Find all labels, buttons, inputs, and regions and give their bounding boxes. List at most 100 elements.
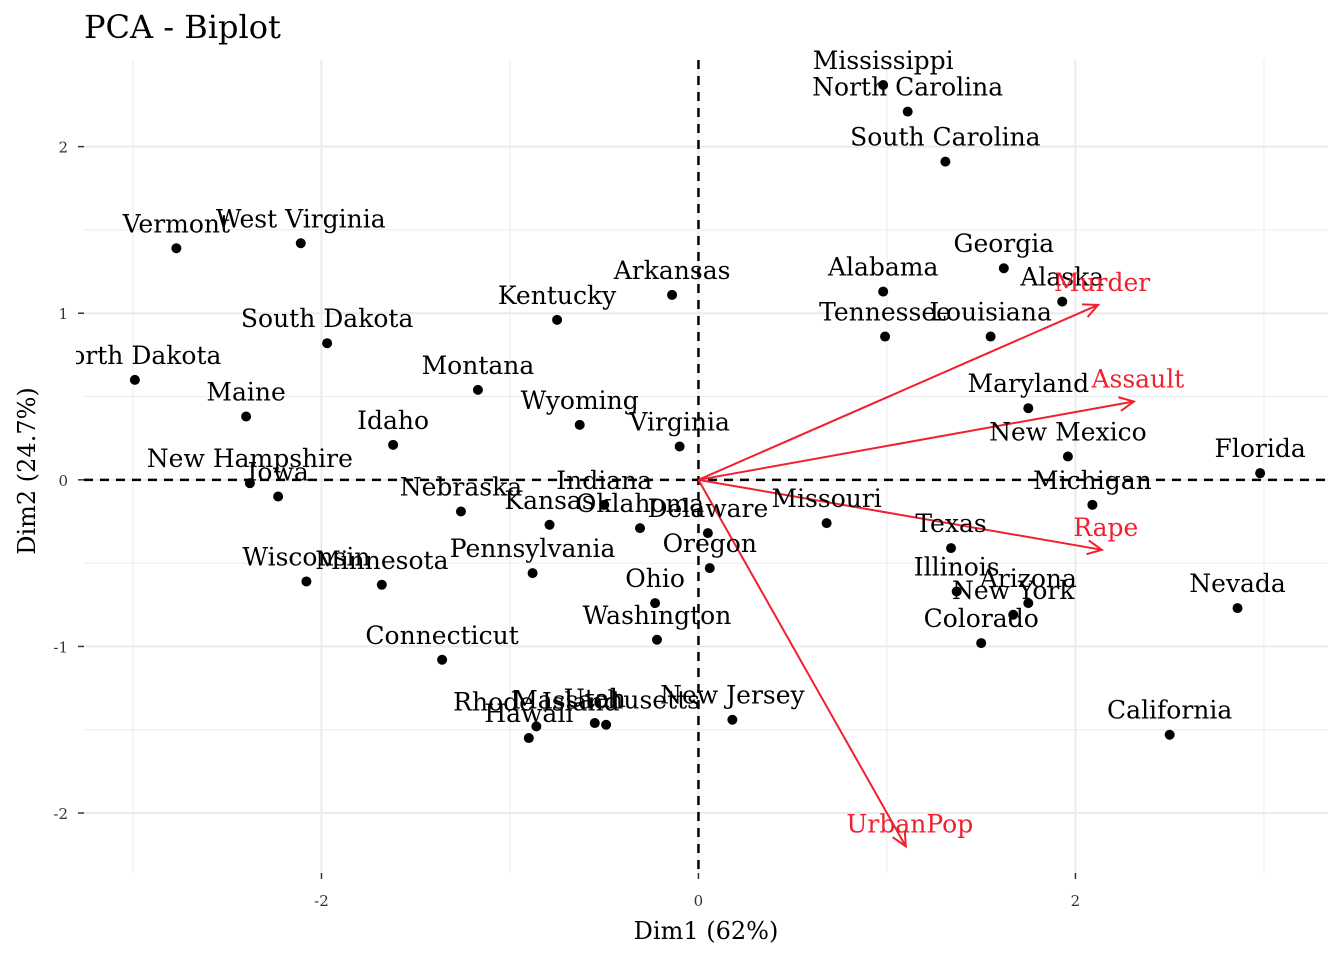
data-point xyxy=(1255,468,1266,479)
point-label: North Carolina xyxy=(812,73,1003,102)
point-label: Alaska xyxy=(1019,263,1104,292)
data-point xyxy=(667,289,678,300)
data-point xyxy=(437,654,448,665)
point-label: Louisiana xyxy=(929,298,1052,327)
data-point xyxy=(388,439,399,450)
data-point xyxy=(129,374,140,385)
data-point xyxy=(527,568,538,579)
arrowhead-rape xyxy=(1086,539,1105,556)
data-point xyxy=(727,714,738,725)
variable-arrows xyxy=(697,303,1137,849)
arrow-murder xyxy=(698,303,1099,481)
data-point xyxy=(1057,296,1068,307)
point-label: Vermont xyxy=(122,209,230,238)
point-label: Illinois xyxy=(914,552,1000,581)
x-tick-label: 2 xyxy=(1071,892,1081,910)
data-point xyxy=(702,528,713,539)
data-point xyxy=(472,384,483,395)
point-label: Indiana xyxy=(556,466,652,495)
point-label: Missouri xyxy=(771,484,881,513)
point-label: Utah xyxy=(564,684,626,713)
data-point xyxy=(651,634,662,645)
data-point xyxy=(940,156,951,167)
point-label: Arizona xyxy=(979,564,1077,593)
point-label: New York xyxy=(952,576,1075,605)
chart-title: PCA - Biplot xyxy=(84,8,281,46)
data-point xyxy=(946,543,957,554)
data-point xyxy=(241,411,252,422)
data-point xyxy=(880,331,891,342)
reference-lines xyxy=(84,60,1328,873)
x-axis-title: Dim1 (62%) xyxy=(634,917,779,945)
point-label: Hawaii xyxy=(484,699,573,728)
data-point xyxy=(878,79,889,90)
y-tick-label: 2 xyxy=(58,139,68,157)
data-point xyxy=(244,478,255,489)
point-label: Massachusetts xyxy=(512,686,700,715)
y-axis-title: Dim2 (24.7%) xyxy=(13,387,41,555)
point-label: Wyoming xyxy=(521,386,639,415)
point-label: Wisconsin xyxy=(242,542,370,571)
data-point xyxy=(295,238,306,249)
data-point xyxy=(599,499,610,510)
arrow-urbanpop xyxy=(697,479,907,847)
y-tick-label: -1 xyxy=(53,638,68,656)
variable-label-urbanpop: UrbanPop xyxy=(846,809,973,838)
data-point xyxy=(301,576,312,587)
data-point xyxy=(1023,403,1034,414)
point-label: Rhode Island xyxy=(453,687,619,716)
arrowhead-urbanpop xyxy=(892,830,907,849)
y-tick-label: 1 xyxy=(58,305,68,323)
data-point xyxy=(574,419,585,430)
data-point xyxy=(635,523,646,534)
point-label: Nevada xyxy=(1189,569,1286,598)
point-label: West Virginia xyxy=(216,204,386,233)
data-point xyxy=(704,563,715,574)
data-point xyxy=(902,106,913,117)
data-point xyxy=(589,718,600,729)
y-tick-label: -2 xyxy=(53,805,68,823)
data-point xyxy=(322,338,333,349)
point-label: Nebraska xyxy=(400,472,523,501)
point-label: Tennessee xyxy=(819,298,951,327)
arrowhead-assault xyxy=(1118,396,1137,412)
data-point xyxy=(674,441,685,452)
point-label: North Dakota xyxy=(48,341,221,370)
x-tick-label: -2 xyxy=(314,892,329,910)
variable-label-rape: Rape xyxy=(1073,513,1138,542)
point-label: Oklahoma xyxy=(576,489,704,518)
grid-lines xyxy=(84,60,1328,873)
point-label: New Mexico xyxy=(989,418,1147,447)
axis-ticks: -2 0 2 -2 -1 0 1 2 xyxy=(53,139,1080,910)
data-point xyxy=(976,638,987,649)
data-point xyxy=(1023,598,1034,609)
data-point xyxy=(544,519,555,530)
point-label: Maryland xyxy=(968,369,1090,398)
variable-labels: Murder Assault UrbanPop Rape xyxy=(846,268,1184,838)
point-label: Oregon xyxy=(663,529,757,558)
data-point xyxy=(1232,603,1243,614)
x-tick-label: 0 xyxy=(694,892,704,910)
point-label: Ohio xyxy=(625,564,685,593)
point-label: Minnesota xyxy=(315,546,449,575)
point-label: South Dakota xyxy=(241,304,414,333)
data-point xyxy=(171,243,182,254)
data-point xyxy=(523,733,534,744)
data-point xyxy=(273,491,284,502)
data-point xyxy=(1164,729,1175,740)
point-label: California xyxy=(1107,696,1232,725)
data-point xyxy=(601,719,612,730)
data-point xyxy=(951,586,962,597)
point-label: Idaho xyxy=(357,406,429,435)
point-label: Michigan xyxy=(1033,466,1152,495)
point-label: Washington xyxy=(583,601,732,630)
data-point xyxy=(531,721,542,732)
point-label: South Carolina xyxy=(850,123,1041,152)
y-tick-label: 0 xyxy=(58,472,68,490)
data-point xyxy=(985,331,996,342)
point-label: Iowa xyxy=(248,457,309,486)
point-label: Colorado xyxy=(924,604,1039,633)
point-label: New Jersey xyxy=(660,681,805,710)
data-point xyxy=(878,286,889,297)
point-label: Connecticut xyxy=(365,621,518,650)
